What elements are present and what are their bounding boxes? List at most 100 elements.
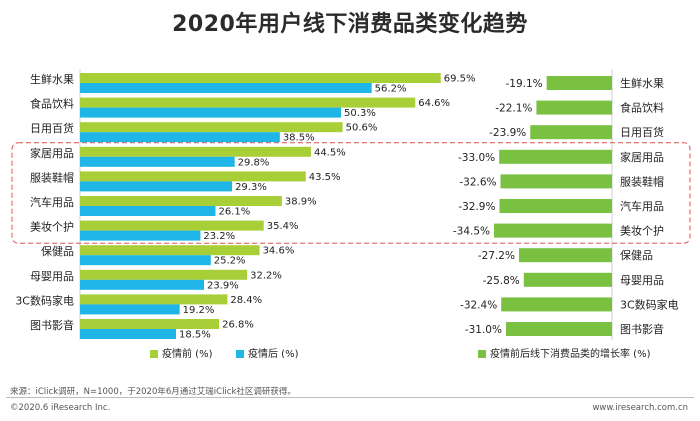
- bar-growth: [494, 223, 612, 238]
- bar-growth-label: -31.0%: [465, 324, 502, 336]
- bar-before: [80, 220, 264, 231]
- bar-after: [80, 181, 233, 192]
- bar-before: [80, 196, 282, 206]
- bar-growth-label: -32.4%: [460, 299, 497, 311]
- bar-before-label: 32.2%: [250, 270, 282, 281]
- bar-after-label: 29.3%: [235, 182, 267, 193]
- category-label-left: 图书影音: [30, 318, 74, 332]
- bar-after: [80, 206, 216, 216]
- category-label-right: 3C数码家电: [620, 297, 679, 311]
- bar-after: [80, 156, 235, 167]
- bar-growth-label: -23.9%: [489, 127, 526, 139]
- bar-before: [80, 171, 306, 182]
- bar-before-label: 69.5%: [444, 74, 476, 85]
- category-label-left: 食品饮料: [30, 97, 74, 111]
- bar-after: [80, 230, 201, 241]
- bar-before: [80, 73, 441, 83]
- legend-label-growth: 疫情前后线下消费品类的增长率 (%): [490, 347, 651, 360]
- bar-growth: [501, 297, 612, 312]
- bar-after: [80, 255, 211, 266]
- bar-after: [80, 279, 205, 290]
- category-label-right: 生鲜水果: [620, 76, 664, 90]
- bar-before: [80, 245, 260, 256]
- bar-before-label: 35.4%: [267, 221, 299, 232]
- bar-growth-label: -27.2%: [478, 250, 515, 262]
- bar-after-label: 25.2%: [214, 256, 246, 267]
- category-label-right: 美妆个护: [620, 224, 664, 238]
- bar-growth: [518, 248, 612, 263]
- category-label-right: 服装鞋帽: [620, 174, 664, 188]
- bar-after-label: 38.5%: [283, 133, 315, 144]
- bar-growth: [499, 199, 612, 213]
- bar-growth-label: -33.0%: [458, 152, 495, 164]
- category-label-left: 3C数码家电: [15, 293, 74, 307]
- bar-after: [80, 132, 280, 143]
- footer-divider: [6, 397, 694, 398]
- bar-growth: [536, 100, 612, 115]
- category-label-left: 母婴用品: [30, 270, 74, 283]
- bar-before: [80, 122, 343, 133]
- source-note: 来源：iClick调研，N=1000，于2020年6月通过艾瑞iClick社区调…: [10, 387, 296, 397]
- bar-after: [80, 304, 180, 315]
- copyright: ©2020.6 iResearch Inc.: [10, 403, 111, 413]
- bar-before: [80, 319, 220, 329]
- bar-growth: [523, 272, 612, 287]
- category-label-left: 保健品: [41, 244, 74, 258]
- legend-swatch-before: [150, 350, 158, 358]
- bar-growth-label: -19.1%: [506, 78, 543, 90]
- bar-before-label: 38.9%: [285, 197, 317, 208]
- bar-before-label: 64.6%: [418, 98, 450, 109]
- category-label-right: 母婴用品: [620, 274, 664, 287]
- legend-swatch-growth: [478, 350, 486, 358]
- bar-growth: [546, 76, 612, 90]
- bar-growth-label: -34.5%: [453, 226, 490, 238]
- bar-before-label: 28.4%: [230, 295, 262, 306]
- highlight-box: [11, 142, 691, 244]
- bar-after-label: 19.2%: [183, 305, 215, 316]
- bar-after: [80, 329, 177, 339]
- bar-growth-label: -22.1%: [495, 103, 532, 115]
- bar-before-label: 50.6%: [346, 123, 378, 134]
- bar-growth: [499, 149, 612, 164]
- bar-after-label: 18.5%: [179, 330, 211, 341]
- bar-before-label: 26.8%: [222, 320, 254, 331]
- category-label-right: 保健品: [620, 248, 653, 262]
- bar-growth: [530, 125, 612, 140]
- category-label-left: 家居用品: [30, 146, 74, 160]
- category-label-left: 日用百货: [30, 121, 74, 135]
- category-label-left: 汽车用品: [30, 195, 74, 209]
- bar-before: [80, 269, 248, 280]
- bar-before: [80, 97, 416, 108]
- bar-before: [80, 146, 311, 157]
- bar-before-label: 44.5%: [314, 147, 346, 158]
- bar-after-label: 29.8%: [238, 157, 270, 168]
- bar-growth-label: -25.8%: [483, 275, 520, 287]
- bar-growth: [500, 174, 612, 189]
- website-url: www.iresearch.com.cn: [592, 403, 688, 413]
- bar-after-label: 26.1%: [218, 207, 250, 218]
- category-label-right: 日用百货: [620, 125, 664, 139]
- bar-after: [80, 107, 342, 118]
- bar-growth-label: -32.9%: [458, 201, 495, 213]
- bar-after-label: 50.3%: [344, 108, 376, 119]
- category-label-right: 汽车用品: [620, 199, 664, 213]
- category-label-right: 食品饮料: [620, 101, 664, 115]
- category-label-left: 生鲜水果: [30, 72, 74, 86]
- bar-after-label: 56.2%: [375, 84, 407, 95]
- bar-after-label: 23.2%: [203, 231, 235, 242]
- legend-label-before: 疫情前 (%): [162, 347, 213, 360]
- category-label-right: 图书影音: [620, 322, 664, 336]
- legend-swatch-after: [236, 350, 244, 358]
- bar-before: [80, 294, 228, 305]
- bar-growth: [505, 322, 612, 336]
- bar-before-label: 34.6%: [263, 246, 295, 257]
- category-label-left: 美妆个护: [30, 220, 74, 234]
- bar-growth-label: -32.6%: [459, 176, 496, 188]
- bar-after: [80, 83, 372, 93]
- chart-title: 2020年用户线下消费品类变化趋势: [172, 12, 528, 37]
- category-label-left: 服装鞋帽: [30, 170, 74, 184]
- bar-after-label: 23.9%: [207, 280, 239, 291]
- category-label-right: 家居用品: [620, 150, 664, 164]
